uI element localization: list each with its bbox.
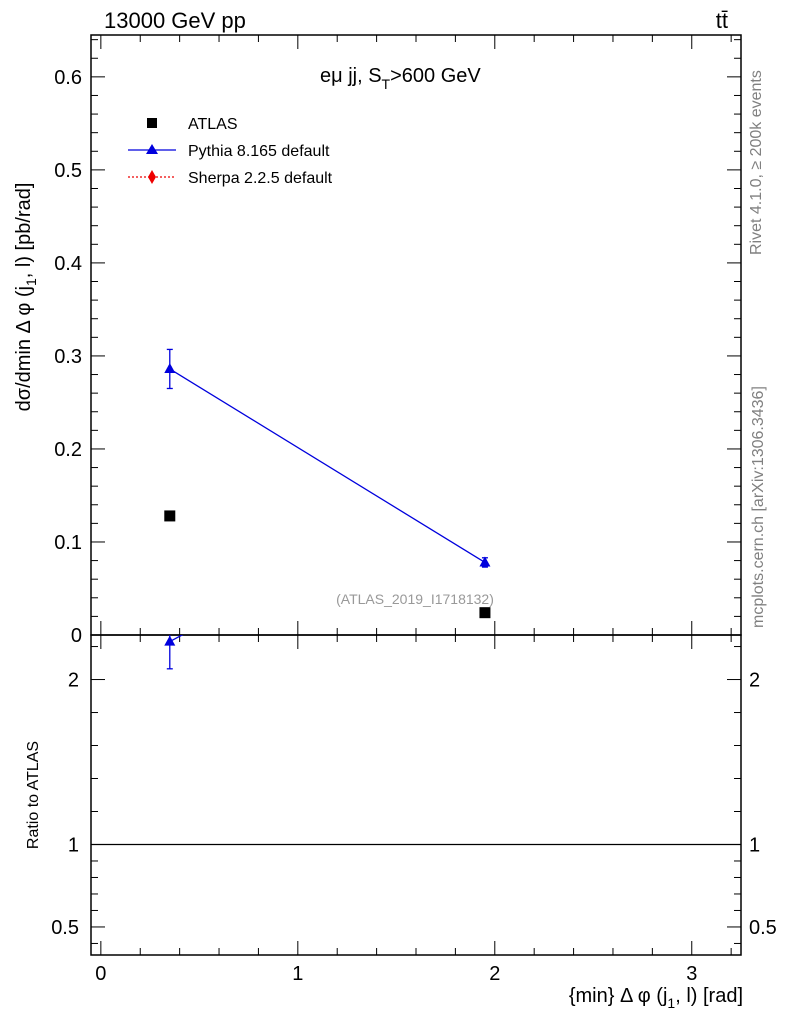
- rivet-label: Rivet 4.1.0, ≥ 200k events: [748, 70, 765, 255]
- x-tick-label: 2: [489, 963, 500, 985]
- plot-title-sub: T: [382, 76, 391, 92]
- mcplots-label: mcplots.cern.ch [arXiv:1306.3436]: [750, 386, 767, 628]
- main-y-axis-label-pre: dσ/dmin Δ φ (j: [13, 286, 35, 411]
- pythia-ratio-line: [169, 635, 184, 643]
- ratio-series: [164, 635, 184, 670]
- plot-title-main: eμ jj, S: [320, 65, 382, 87]
- main-y-axis-label-sub: 1: [23, 278, 39, 286]
- plot-title: eμ jj, ST>600 GeV: [320, 65, 481, 92]
- main-y-tick-label: 0.6: [54, 67, 82, 89]
- x-axis-label-sub: 1: [667, 995, 675, 1011]
- legend-pythia-marker: [146, 144, 158, 154]
- main-y-tick-label: 0.5: [54, 160, 82, 182]
- main-y-tick-label: 0: [71, 625, 82, 647]
- atlas-data-point: [479, 607, 491, 619]
- ratio-plot-frame: [90, 634, 742, 956]
- ratio-axes: 0 1 2 3 0.5 0.5 1 1 2 2: [51, 635, 777, 985]
- main-axes: 00.10.20.30.40.50.60: [54, 35, 741, 647]
- ratio-y-tick-label: 1: [68, 834, 79, 856]
- ratio-y-tick-label-right: 1: [749, 834, 760, 856]
- energy-label: 13000 GeV pp: [104, 8, 246, 33]
- x-tick-label: 3: [686, 963, 697, 985]
- legend: ATLAS Pythia 8.165 default Sherpa 2.2.5 …: [128, 116, 333, 187]
- x-axis-label-post: , l) [rad]: [675, 985, 743, 1007]
- main-y-axis-label: dσ/dmin Δ φ (j1, l) [pb/rad]: [13, 183, 39, 412]
- pythia-line: [169, 368, 486, 563]
- legend-atlas-marker: [147, 118, 157, 128]
- pythia-data-point: [479, 556, 491, 567]
- ratio-y-tick-label: 0.5: [51, 917, 79, 939]
- main-y-tick-label: 0.1: [54, 532, 82, 554]
- pythia-ratio-point: [164, 635, 176, 646]
- x-axis-label: {min} Δ φ (j1, l) [rad]: [569, 985, 743, 1011]
- main-y-tick-label: 0.3: [54, 346, 82, 368]
- main-series: [164, 348, 491, 619]
- legend-sherpa-marker: [148, 170, 156, 184]
- legend-pythia-label: Pythia 8.165 default: [188, 143, 330, 160]
- pythia-data-point: [164, 362, 176, 373]
- plot-title-rest: >600 GeV: [390, 65, 481, 87]
- main-y-axis-label-post: , l) [pb/rad]: [13, 183, 35, 279]
- x-axis-label-pre: {min} Δ φ (j: [569, 985, 668, 1007]
- analysis-id-label: (ATLAS_2019_I1718132): [336, 591, 494, 607]
- main-y-tick-label: 0.2: [54, 439, 82, 461]
- x-tick-label: 0: [95, 963, 106, 985]
- atlas-data-point: [164, 510, 176, 522]
- x-tick-label: 1: [292, 963, 303, 985]
- main-y-tick-label: 0.4: [54, 253, 82, 275]
- ratio-y-tick-label: 2: [68, 670, 79, 692]
- ratio-y-tick-label-right: 0.5: [749, 917, 777, 939]
- legend-atlas-label: ATLAS: [188, 116, 238, 133]
- ratio-y-axis-label: Ratio to ATLAS: [25, 741, 42, 849]
- legend-sherpa-label: Sherpa 2.2.5 default: [188, 170, 333, 187]
- ratio-y-tick-label-right: 2: [749, 670, 760, 692]
- process-label: tt̄: [716, 8, 728, 33]
